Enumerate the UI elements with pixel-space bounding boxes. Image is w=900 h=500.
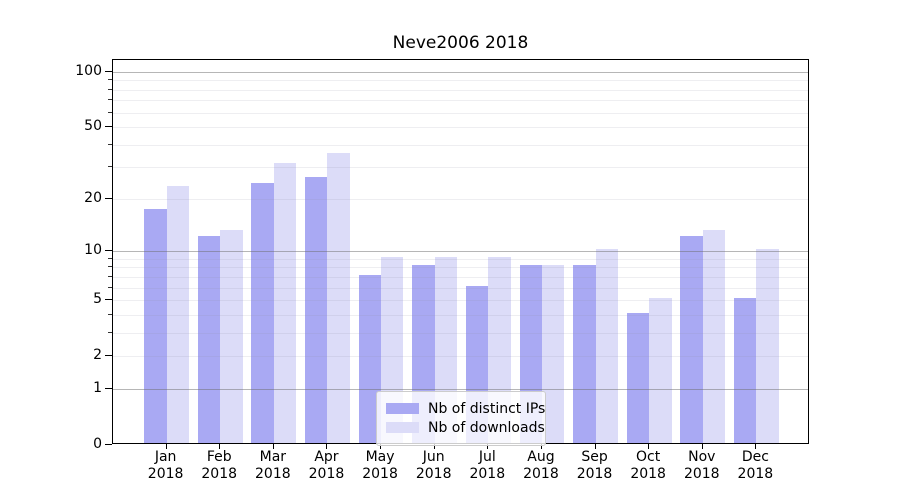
y-tick-label: 0 bbox=[93, 436, 102, 452]
x-tick-label-jul: Jul 2018 bbox=[469, 449, 506, 482]
y-tick-mark-minor bbox=[108, 275, 112, 277]
bar-ips-dec bbox=[733, 298, 757, 443]
plot-area bbox=[112, 59, 809, 444]
y-tick-mark bbox=[105, 387, 112, 389]
gridline-minor bbox=[113, 100, 808, 102]
gridline-minor bbox=[113, 300, 808, 302]
bar-ips-apr bbox=[305, 176, 328, 443]
gridline-minor bbox=[113, 356, 808, 358]
legend-swatch-downloads bbox=[386, 422, 419, 433]
bar-downloads-sep bbox=[595, 249, 618, 443]
bar-ips-oct bbox=[626, 312, 650, 443]
y-tick-mark-minor bbox=[108, 88, 112, 90]
y-tick-mark-minor bbox=[108, 143, 112, 145]
gridline-minor bbox=[113, 89, 808, 91]
y-tick-mark bbox=[105, 299, 112, 301]
bar-ips-jan bbox=[144, 209, 167, 443]
y-tick-label: 2 bbox=[93, 347, 102, 364]
y-tick-mark-minor bbox=[108, 257, 112, 259]
x-tick-mark bbox=[487, 444, 489, 449]
legend-item-distinct-ips: Nb of distinct IPs bbox=[386, 400, 545, 417]
x-tick-mark bbox=[755, 444, 757, 449]
gridline-major bbox=[113, 388, 808, 390]
bar-downloads-feb bbox=[220, 229, 243, 443]
x-tick-label-aug: Aug 2018 bbox=[523, 449, 559, 482]
y-tick-mark bbox=[105, 355, 112, 357]
y-tick-mark-minor bbox=[108, 313, 112, 315]
legend-item-downloads: Nb of downloads bbox=[386, 419, 545, 436]
x-tick-mark bbox=[594, 444, 596, 449]
y-tick-mark-minor bbox=[108, 79, 112, 81]
y-tick-mark-minor bbox=[108, 99, 112, 101]
x-tick-mark bbox=[165, 444, 167, 449]
bar-downloads-aug bbox=[541, 265, 565, 443]
x-tick-label-may: May 2018 bbox=[362, 449, 398, 482]
gridline-minor bbox=[113, 112, 808, 114]
y-tick-mark-minor bbox=[108, 111, 112, 113]
x-tick-label-jan: Jan 2018 bbox=[147, 449, 184, 482]
y-tick-label: 50 bbox=[84, 118, 102, 135]
y-tick-label: 1 bbox=[93, 379, 102, 396]
y-tick-mark bbox=[105, 250, 112, 252]
x-tick-mark bbox=[433, 444, 435, 449]
y-tick-mark bbox=[105, 70, 112, 72]
y-tick-mark-minor bbox=[108, 266, 112, 268]
y-tick-mark bbox=[105, 197, 112, 199]
gridline-minor bbox=[113, 276, 808, 278]
x-tick-label-mar: Mar 2018 bbox=[255, 449, 291, 482]
x-tick-mark bbox=[380, 444, 382, 449]
x-tick-label-nov: Nov 2018 bbox=[683, 449, 720, 482]
bar-downloads-oct bbox=[649, 298, 672, 443]
bar-ips-feb bbox=[197, 235, 221, 443]
bar-downloads-jan bbox=[166, 186, 189, 443]
legend-label-downloads: Nb of downloads bbox=[428, 419, 545, 436]
y-tick-mark bbox=[105, 444, 112, 445]
gridline-minor bbox=[113, 287, 808, 289]
x-tick-label-dec: Dec 2018 bbox=[737, 449, 774, 482]
bar-downloads-nov bbox=[702, 229, 726, 443]
x-tick-mark bbox=[540, 444, 542, 449]
gridline-major bbox=[113, 71, 808, 73]
x-tick-mark bbox=[219, 444, 221, 449]
legend-label-distinct-ips: Nb of distinct IPs bbox=[428, 400, 546, 417]
y-tick-mark-minor bbox=[108, 286, 112, 288]
x-tick-label-oct: Oct 2018 bbox=[630, 449, 666, 482]
x-tick-mark bbox=[701, 444, 703, 449]
y-tick-label: 10 bbox=[84, 242, 102, 259]
x-tick-mark bbox=[326, 444, 328, 449]
x-tick-mark bbox=[648, 444, 650, 449]
y-tick-mark-minor bbox=[108, 166, 112, 168]
bar-downloads-mar bbox=[273, 162, 297, 443]
x-tick-label-feb: Feb 2018 bbox=[201, 449, 238, 482]
y-tick-label: 100 bbox=[75, 62, 102, 79]
chart-title: Neve2006 2018 bbox=[392, 33, 529, 53]
x-tick-label-sep: Sep 2018 bbox=[576, 449, 613, 482]
bar-downloads-dec bbox=[756, 249, 779, 443]
bar-ips-sep bbox=[573, 265, 596, 443]
legend-swatch-distinct-ips bbox=[386, 403, 419, 414]
gridline-minor bbox=[113, 198, 808, 200]
gridline-minor bbox=[113, 80, 808, 82]
y-tick-mark-minor bbox=[108, 331, 112, 333]
gridline-minor bbox=[113, 144, 808, 146]
gridline-minor bbox=[113, 167, 808, 169]
bar-downloads-apr bbox=[327, 153, 350, 443]
gridline-major bbox=[113, 251, 808, 253]
bar-ips-may bbox=[358, 274, 382, 443]
gridline-minor bbox=[113, 314, 808, 316]
bar-ips-nov bbox=[680, 235, 703, 443]
x-tick-label-jun: Jun 2018 bbox=[415, 449, 452, 482]
gridline-minor bbox=[113, 267, 808, 269]
gridline-minor bbox=[113, 258, 808, 260]
gridline-minor bbox=[113, 332, 808, 334]
gridline-minor bbox=[113, 127, 808, 129]
y-tick-label: 5 bbox=[93, 291, 102, 308]
x-tick-label-apr: Apr 2018 bbox=[308, 449, 345, 482]
legend: Nb of distinct IPs Nb of downloads bbox=[376, 391, 546, 446]
bar-ips-mar bbox=[251, 182, 274, 443]
y-tick-mark bbox=[105, 126, 112, 128]
y-tick-label: 20 bbox=[84, 189, 102, 206]
x-tick-mark bbox=[272, 444, 274, 449]
